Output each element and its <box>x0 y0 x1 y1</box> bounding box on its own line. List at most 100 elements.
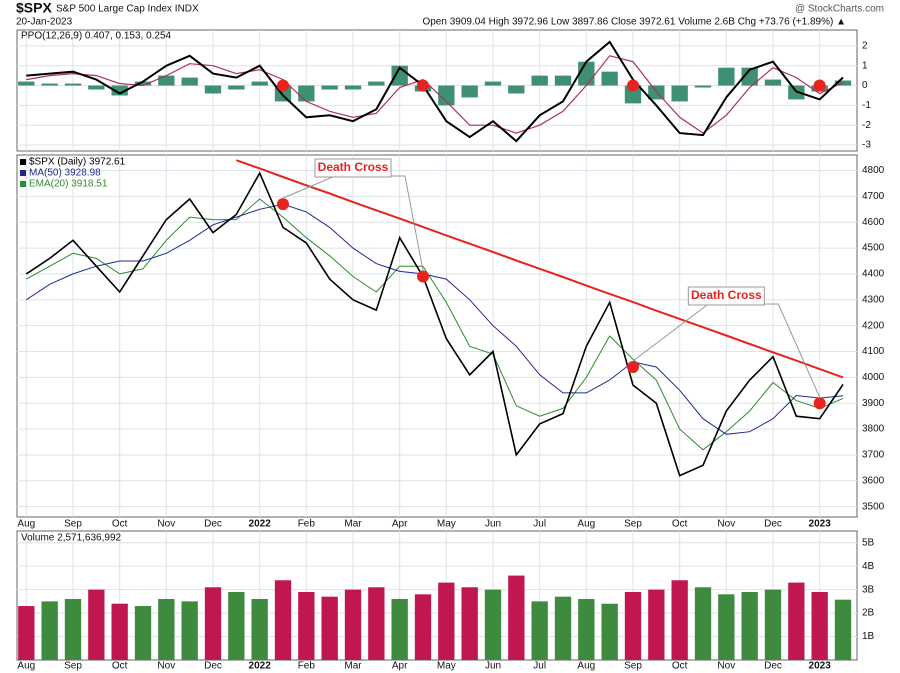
annotation-box <box>314 158 392 178</box>
volume-bar <box>764 589 782 660</box>
legend-entry: EMA(20) 3918.51 <box>29 179 108 190</box>
y-tick-label: 4400 <box>862 269 885 280</box>
average-line <box>26 203 844 435</box>
cross-marker <box>277 198 289 211</box>
ppo-histogram-bar <box>158 75 175 86</box>
volume-bar <box>414 594 432 660</box>
volume-bar <box>228 591 245 660</box>
legend-swatch <box>20 159 26 165</box>
volume-bar <box>601 603 618 660</box>
quote: Open 3909.04 High 3972.96 Low 3897.86 Cl… <box>422 17 846 28</box>
x-tick-label: Feb <box>298 519 316 530</box>
symbol: $SPX <box>16 0 52 16</box>
volume-bar <box>438 582 455 660</box>
y-tick-label: 4800 <box>862 165 885 176</box>
x-tick-label: Apr <box>392 519 408 530</box>
cross-marker <box>627 79 639 92</box>
ppo-histogram-bar <box>484 81 502 86</box>
cross-marker <box>627 361 639 374</box>
ppo-histogram-bar <box>134 81 152 86</box>
y-tick-label: 4500 <box>862 243 885 254</box>
ppo-histogram-bar <box>344 85 362 90</box>
panel-frame <box>16 530 858 661</box>
volume-bar <box>298 591 315 660</box>
volume-bar <box>694 587 712 660</box>
x-tick-label: Dec <box>204 519 222 530</box>
x-tick-label: Feb <box>298 661 316 672</box>
ppo-title: PPO(12,26,9) 0.407, 0.153, 0.254 <box>21 31 172 42</box>
x-tick-label: Aug <box>577 519 595 530</box>
ppo-histogram-bar <box>228 85 245 90</box>
price-line <box>25 171 844 477</box>
x-tick-label: Nov <box>717 661 735 672</box>
date: 20-Jan-2023 <box>16 17 73 28</box>
volume-bar <box>834 599 852 660</box>
panel-frame <box>16 29 858 152</box>
volume-bar <box>461 587 478 660</box>
y-tick-label: 3900 <box>862 398 885 409</box>
y-tick-label: 3600 <box>862 475 885 486</box>
ppo-histogram-bar <box>508 85 525 94</box>
x-tick-label: Oct <box>112 661 128 672</box>
y-tick-label: 4600 <box>862 217 885 228</box>
ppo-histogram-bar <box>624 85 642 104</box>
x-tick-label: 2022 <box>249 519 272 530</box>
y-tick-label: 3500 <box>862 501 885 512</box>
volume-bar <box>718 594 735 660</box>
x-tick-label: Sep <box>624 519 642 530</box>
ppo-histogram-bar <box>694 85 712 88</box>
volume-bar <box>41 601 58 660</box>
cross-marker <box>277 79 289 92</box>
average-line <box>26 198 844 451</box>
x-tick-label: Dec <box>204 661 222 672</box>
ppo-histogram-bar <box>18 81 35 86</box>
x-tick-label: Jun <box>485 519 501 530</box>
volume-bar <box>391 599 408 660</box>
x-tick-label: May <box>437 519 456 530</box>
ppo-histogram-bar <box>601 71 618 86</box>
x-tick-label: Aug <box>577 661 595 672</box>
x-tick-label: Apr <box>392 661 408 672</box>
annotation: Death Cross <box>318 160 389 174</box>
x-tick-label: Sep <box>64 661 82 672</box>
x-tick-label: Nov <box>157 519 175 530</box>
ppo-histogram-bar <box>251 81 268 86</box>
ppo-histogram-bar <box>438 85 455 106</box>
x-tick-label: Nov <box>157 661 175 672</box>
y-tick-label: 4100 <box>862 346 885 357</box>
legend-swatch <box>20 170 26 176</box>
ppo-histogram-bar <box>368 81 385 86</box>
x-tick-label: Aug <box>17 661 35 672</box>
ppo-histogram-bar <box>111 85 128 96</box>
volume-bar <box>671 580 688 660</box>
cross-marker <box>417 79 429 92</box>
y-tick-label: 2B <box>862 608 875 619</box>
legend-entry: MA(50) 3928.98 <box>29 168 101 179</box>
x-tick-label: Jul <box>533 661 546 672</box>
legend-entry: $SPX (Daily) 3972.61 <box>29 157 126 168</box>
y-tick-label: -1 <box>862 100 871 111</box>
volume-bar <box>158 599 175 660</box>
x-tick-label: Nov <box>717 519 735 530</box>
y-tick-label: 1 <box>862 60 868 71</box>
volume-bar <box>741 591 758 660</box>
x-tick-label: 2023 <box>809 661 832 672</box>
y-tick-label: 3B <box>862 584 875 595</box>
ppo-histogram-bar <box>671 85 688 102</box>
x-tick-label: Mar <box>344 661 362 672</box>
volume-bar <box>344 589 362 660</box>
y-tick-label: 3800 <box>862 424 885 435</box>
x-tick-label: Jul <box>533 519 546 530</box>
y-tick-label: 4B <box>862 561 875 572</box>
x-tick-label: Dec <box>764 519 782 530</box>
y-tick-label: 0 <box>862 80 868 91</box>
volume-bar <box>578 599 595 660</box>
y-tick-label: 4300 <box>862 294 885 305</box>
x-tick-label: Mar <box>344 519 362 530</box>
volume-bar <box>624 591 642 660</box>
y-tick-label: -3 <box>862 140 871 151</box>
x-tick-label: Sep <box>624 661 642 672</box>
legend-swatch <box>20 181 26 187</box>
volume-bar <box>204 587 222 660</box>
